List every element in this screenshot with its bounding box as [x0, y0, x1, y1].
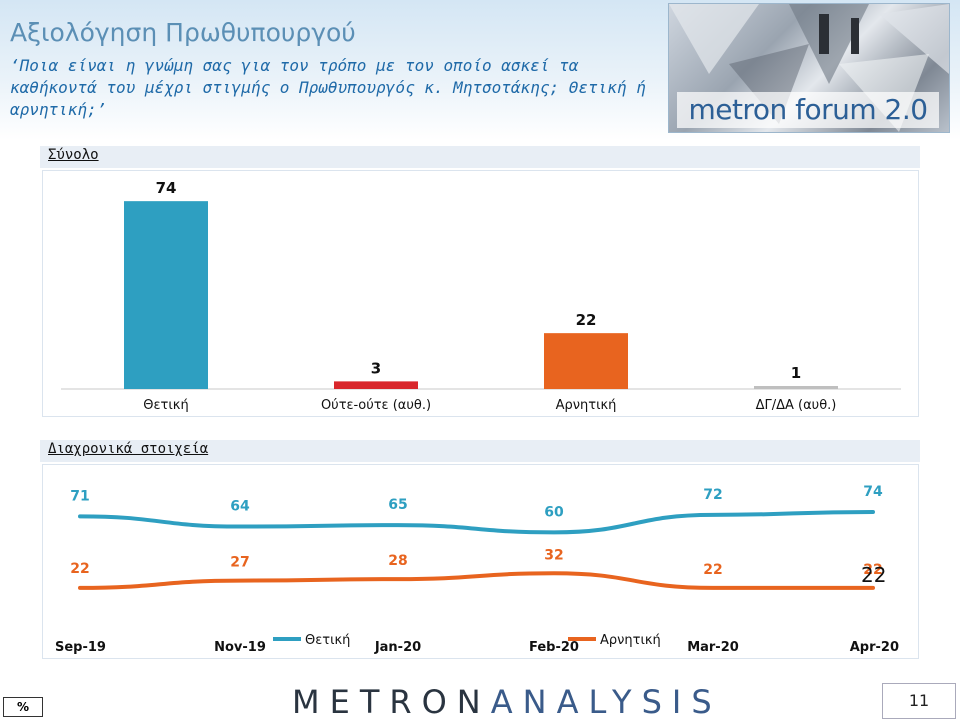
point-label: 28 [388, 553, 407, 569]
line-chart-panel: 71 64 65 60 72 74 22 27 28 32 22 22 22 Sep-19 Nov-19 Ja… [42, 464, 919, 659]
brand-image-text: metron forum 2.0 [677, 92, 939, 128]
unit-badge: % [3, 697, 43, 717]
survey-question: ‘Ποια είναι η γνώμη σας για τον τρόπο με… [10, 56, 646, 119]
brand-logo: METRONANALYSIS [292, 683, 722, 721]
last-value-callout: 22 [861, 563, 886, 587]
category-label: Ούτε-ούτε (αυθ.) [321, 398, 431, 413]
x-tick-label: Nov-19 [214, 640, 266, 655]
total-section-label: Σύνολο [48, 147, 99, 163]
point-label: 60 [544, 504, 564, 520]
trend-section-label: Διαχρονικά στοιχεία [48, 441, 209, 457]
brand-logo-part1: METRON [292, 683, 491, 721]
bar-4 [754, 386, 838, 389]
bar-value-label: 22 [576, 311, 597, 329]
point-label: 22 [863, 562, 882, 578]
category-label: ΔΓ/ΔΑ (αυθ.) [756, 398, 837, 413]
slide-header: Αξιολόγηση Πρωθυπουργού ‘Ποια είναι η γν… [0, 0, 960, 140]
point-label: 72 [703, 487, 722, 503]
point-label: 71 [70, 488, 89, 504]
x-tick-label: Jan-20 [374, 640, 421, 655]
legend-label: Θετική [305, 633, 350, 648]
legend-label: Αρνητική [600, 633, 661, 648]
bar-chart-panel: 74 Θετική 3 Ούτε-ούτε (αυθ.) 22 Αρνητική 1 ΔΓ/Δ… [42, 170, 919, 417]
category-label: Θετική [143, 398, 188, 413]
bar-value-label: 1 [791, 364, 801, 382]
point-label: 65 [388, 497, 407, 513]
x-tick-label: Mar-20 [687, 640, 739, 655]
x-tick-label: Sep-19 [55, 640, 106, 655]
point-label: 27 [230, 555, 249, 571]
bar-3 [544, 333, 628, 389]
trend-section-header: Διαχρονικά στοιχεία [40, 440, 920, 462]
slide-title: Αξιολόγηση Πρωθυπουργού [10, 18, 356, 47]
series-line-2 [78, 571, 875, 590]
bar-1 [124, 201, 208, 389]
bar-chart: 74 Θετική 3 Ούτε-ούτε (αυθ.) 22 Αρνητική 1 ΔΓ/Δ… [61, 179, 901, 413]
point-label: 22 [703, 562, 722, 578]
brand-logo-part2: ANALYSIS [490, 683, 722, 721]
point-label: 32 [544, 547, 563, 563]
page-number: 11 [882, 683, 956, 719]
series-line-1 [78, 509, 875, 535]
point-label: 22 [70, 561, 89, 577]
x-tick-label: Apr-20 [850, 640, 899, 655]
bar-value-label: 74 [156, 179, 177, 197]
total-section-header: Σύνολο [40, 146, 920, 168]
bar-value-label: 3 [371, 359, 381, 377]
brand-photo: metron forum 2.0 [668, 3, 950, 133]
category-label: Αρνητική [556, 398, 617, 413]
point-label: 74 [863, 484, 883, 500]
point-label: 64 [230, 499, 250, 515]
x-tick-label: Feb-20 [529, 640, 579, 655]
bar-2 [334, 381, 418, 389]
